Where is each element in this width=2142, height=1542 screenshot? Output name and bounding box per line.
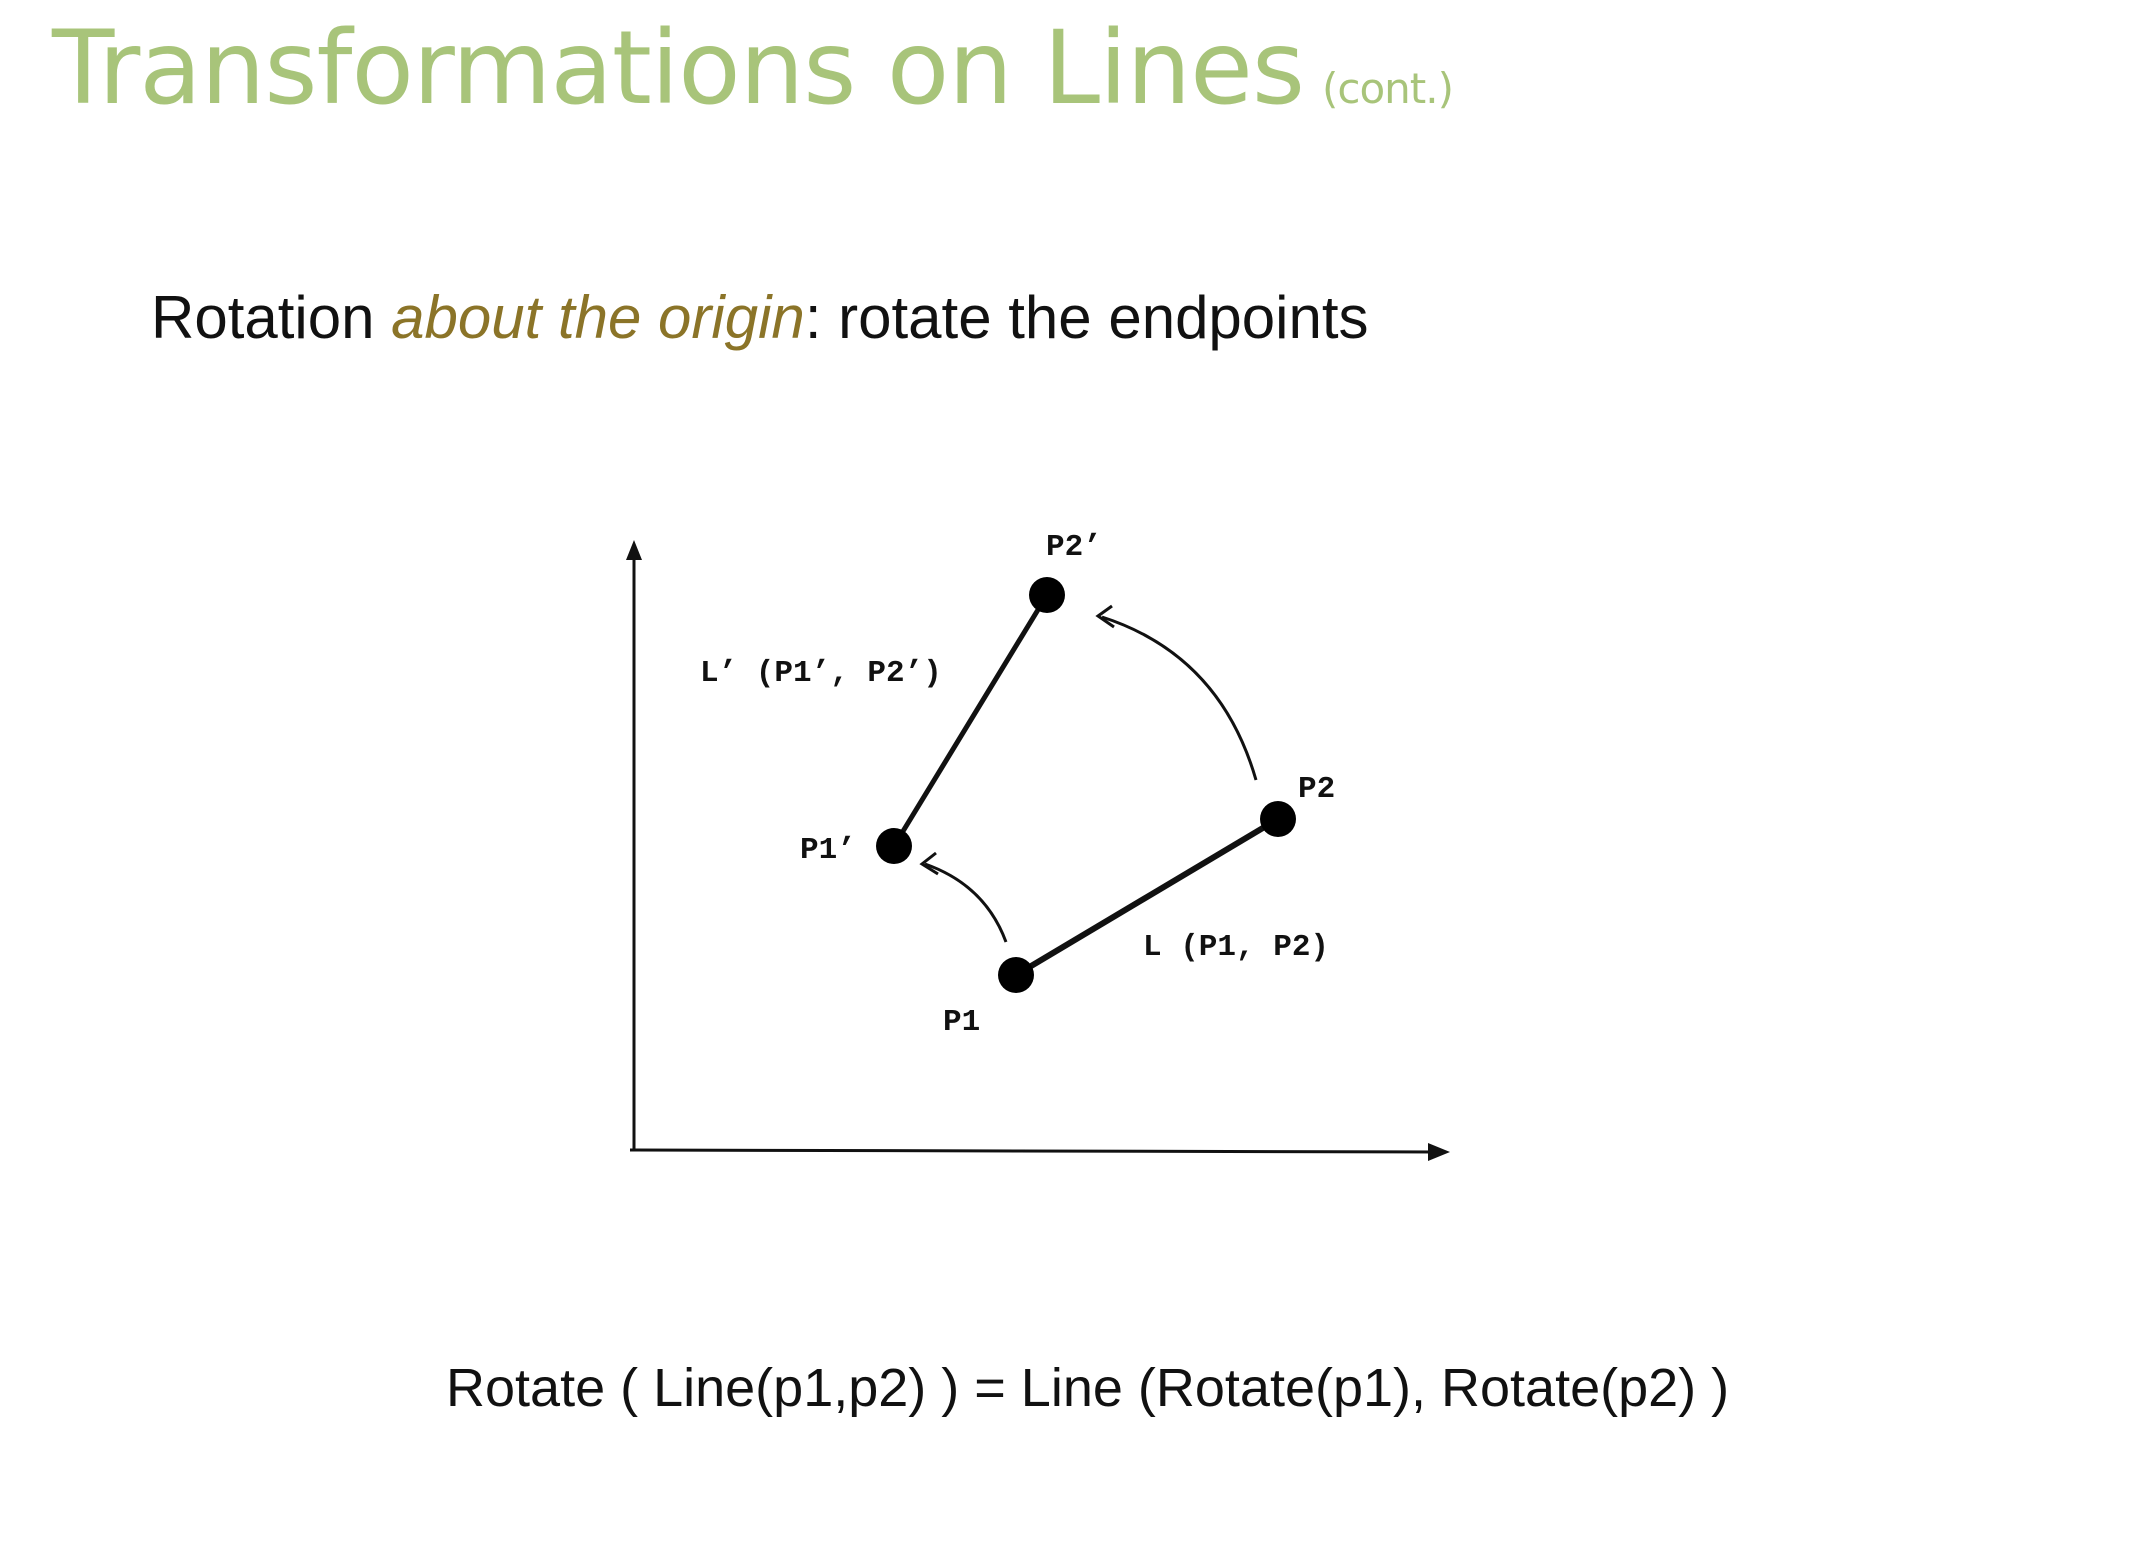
point-p1-prime: [876, 828, 912, 864]
line-original: [1014, 816, 1280, 978]
x-axis-arrowhead: [1428, 1143, 1450, 1161]
slide-title: Transformations on Lines (cont.): [52, 8, 1454, 130]
point-p2-prime: [1029, 577, 1065, 613]
slide-title-text: Transformations on Lines: [52, 9, 1305, 128]
rotation-arc-p1: [924, 862, 1008, 943]
point-p1: [998, 957, 1034, 993]
subtitle: Rotation about the origin: rotate the en…: [151, 282, 1369, 354]
x-axis: [629, 1148, 1439, 1154]
subtitle-prefix: Rotation: [151, 284, 392, 351]
label-p1: P1: [943, 1005, 980, 1040]
subtitle-suffix: : rotate the endpoints: [804, 284, 1369, 351]
point-p2: [1260, 801, 1296, 837]
rotation-arc-p2-head: [1095, 604, 1115, 629]
rotation-arc-p1-head: [919, 851, 939, 876]
label-p2-prime: P2’: [1046, 530, 1102, 565]
line-rotated: [891, 593, 1050, 848]
label-line-original: L (P1, P2): [1143, 930, 1329, 965]
label-line-rotated: L’ (P1’, P2’): [700, 656, 942, 691]
y-axis-arrowhead: [626, 540, 642, 560]
rotation-arc-p2: [1101, 615, 1258, 781]
subtitle-emphasis: about the origin: [391, 284, 805, 351]
slide-title-suffix: (cont.): [1322, 64, 1454, 113]
label-p1-prime: P1’: [800, 833, 856, 868]
rotation-formula: Rotate ( Line(p1,p2) ) = Line (Rotate(p1…: [446, 1358, 1730, 1418]
label-p2: P2: [1298, 772, 1335, 807]
